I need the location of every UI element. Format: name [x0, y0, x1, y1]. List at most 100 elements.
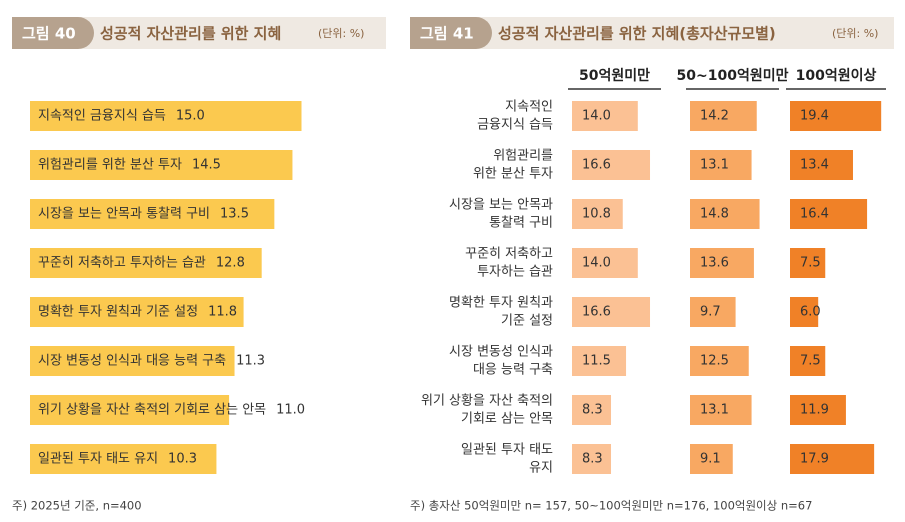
- category-label: 꾸준히 저축하고 투자하는 습관: [38, 256, 206, 271]
- value-label: 11.9: [800, 403, 829, 418]
- category-label: 기준 설정: [501, 314, 553, 329]
- bar: [690, 444, 733, 474]
- bar: [790, 101, 882, 131]
- category-label: 일관된 투자 태도 유지: [38, 452, 158, 467]
- bar: [572, 346, 627, 376]
- bar: [790, 248, 826, 278]
- category-label: 위험관리를: [493, 149, 553, 164]
- bar: [30, 248, 262, 278]
- bar: [690, 101, 757, 131]
- category-label: 통찰력 구비: [489, 216, 553, 231]
- value-label: 14.0: [582, 109, 611, 124]
- value-label: 12.8: [216, 256, 245, 271]
- value-label: 12.5: [700, 354, 729, 369]
- category-label: 투자하는 습관: [477, 265, 553, 280]
- bar: [30, 395, 230, 425]
- value-label: 14.2: [700, 109, 729, 124]
- unit-label: (단위: %): [318, 27, 364, 40]
- legend-label: 50억원미만: [579, 68, 650, 84]
- bar: [790, 297, 819, 327]
- figure-label: 그림 41: [420, 25, 474, 43]
- legend-label: 100억원이상: [796, 67, 877, 84]
- bar: [30, 101, 302, 131]
- category-label: 시장을 보는 안목과: [449, 198, 553, 213]
- bar: [690, 346, 749, 376]
- value-label: 13.4: [800, 158, 829, 173]
- value-label: 8.3: [582, 403, 603, 418]
- bar: [690, 199, 760, 229]
- value-label: 11.5: [582, 354, 611, 369]
- category-label: 위한 분산 투자: [473, 167, 553, 182]
- bar: [30, 297, 244, 327]
- category-label: 기회로 삼는 안목: [461, 412, 553, 427]
- category-label: 명확한 투자 원칙과 기준 설정: [38, 305, 198, 320]
- value-label: 14.5: [192, 158, 221, 173]
- value-label: 15.0: [176, 109, 205, 124]
- bar: [790, 444, 875, 474]
- value-label: 16.6: [582, 305, 611, 320]
- value-label: 11.3: [236, 354, 265, 369]
- figure-label: 그림 40: [22, 25, 76, 43]
- bar: [30, 199, 275, 229]
- category-label: 대응 능력 구축: [473, 363, 553, 378]
- category-label: 일관된 투자 태도: [461, 443, 553, 458]
- value-label: 14.0: [582, 256, 611, 271]
- value-label: 6.0: [800, 305, 821, 320]
- category-label: 지속적인: [505, 100, 553, 115]
- value-label: 10.8: [582, 207, 611, 222]
- value-label: 19.4: [800, 109, 829, 124]
- bar: [30, 150, 293, 180]
- value-label: 14.8: [700, 207, 729, 222]
- bar: [572, 297, 651, 327]
- bar: [572, 444, 612, 474]
- bar: [30, 444, 217, 474]
- category-label: 위험관리를 위한 분산 투자: [38, 158, 182, 173]
- value-label: 13.5: [220, 207, 249, 222]
- category-label: 위기 상황을 자산 축적의 기회로 삼는 안목: [38, 403, 266, 418]
- bar: [690, 395, 752, 425]
- footnote: 주) 총자산 50억원미만 n= 157, 50~100억원미만 n=176, …: [410, 499, 812, 513]
- bar: [30, 346, 235, 376]
- category-label: 유지: [529, 461, 553, 476]
- value-label: 17.9: [800, 452, 829, 467]
- figure-tab: [410, 17, 492, 49]
- category-label: 명확한 투자 원칙과: [449, 296, 553, 311]
- footnote: 주) 2025년 기준, n=400: [12, 499, 142, 513]
- bar: [690, 248, 754, 278]
- bar: [572, 101, 638, 131]
- bar: [790, 395, 846, 425]
- value-label: 13.1: [700, 403, 729, 418]
- bar: [690, 150, 752, 180]
- bar: [572, 150, 651, 180]
- bar: [690, 297, 736, 327]
- bar: [790, 150, 853, 180]
- value-label: 8.3: [582, 452, 603, 467]
- bar: [572, 395, 612, 425]
- category-label: 시장 변동성 인식과: [449, 345, 553, 360]
- value-label: 10.3: [168, 452, 197, 467]
- value-label: 7.5: [800, 256, 821, 271]
- value-label: 11.8: [208, 305, 237, 320]
- category-label: 금융지식 습득: [477, 118, 553, 133]
- chart-title: 성공적 자산관리를 위한 지혜: [100, 25, 281, 43]
- value-label: 13.1: [700, 158, 729, 173]
- value-label: 7.5: [800, 354, 821, 369]
- bar: [572, 199, 623, 229]
- value-label: 16.6: [582, 158, 611, 173]
- category-label: 지속적인 금융지식 습득: [38, 109, 166, 124]
- category-label: 꾸준히 저축하고: [465, 247, 553, 262]
- category-label: 시장 변동성 인식과 대응 능력 구축: [38, 354, 226, 369]
- unit-label: (단위: %): [832, 27, 878, 40]
- value-label: 11.0: [276, 403, 305, 418]
- value-label: 9.7: [700, 305, 721, 320]
- bar: [790, 199, 868, 229]
- legend-label: 50~100억원미만: [677, 68, 789, 84]
- category-label: 시장을 보는 안목과 통찰력 구비: [38, 207, 210, 222]
- figure-tab: [12, 17, 94, 49]
- bar: [790, 346, 826, 376]
- chart-title: 성공적 자산관리를 위한 지혜(총자산규모별): [498, 25, 776, 43]
- value-label: 13.6: [700, 256, 729, 271]
- bar: [572, 248, 638, 278]
- value-label: 16.4: [800, 207, 829, 222]
